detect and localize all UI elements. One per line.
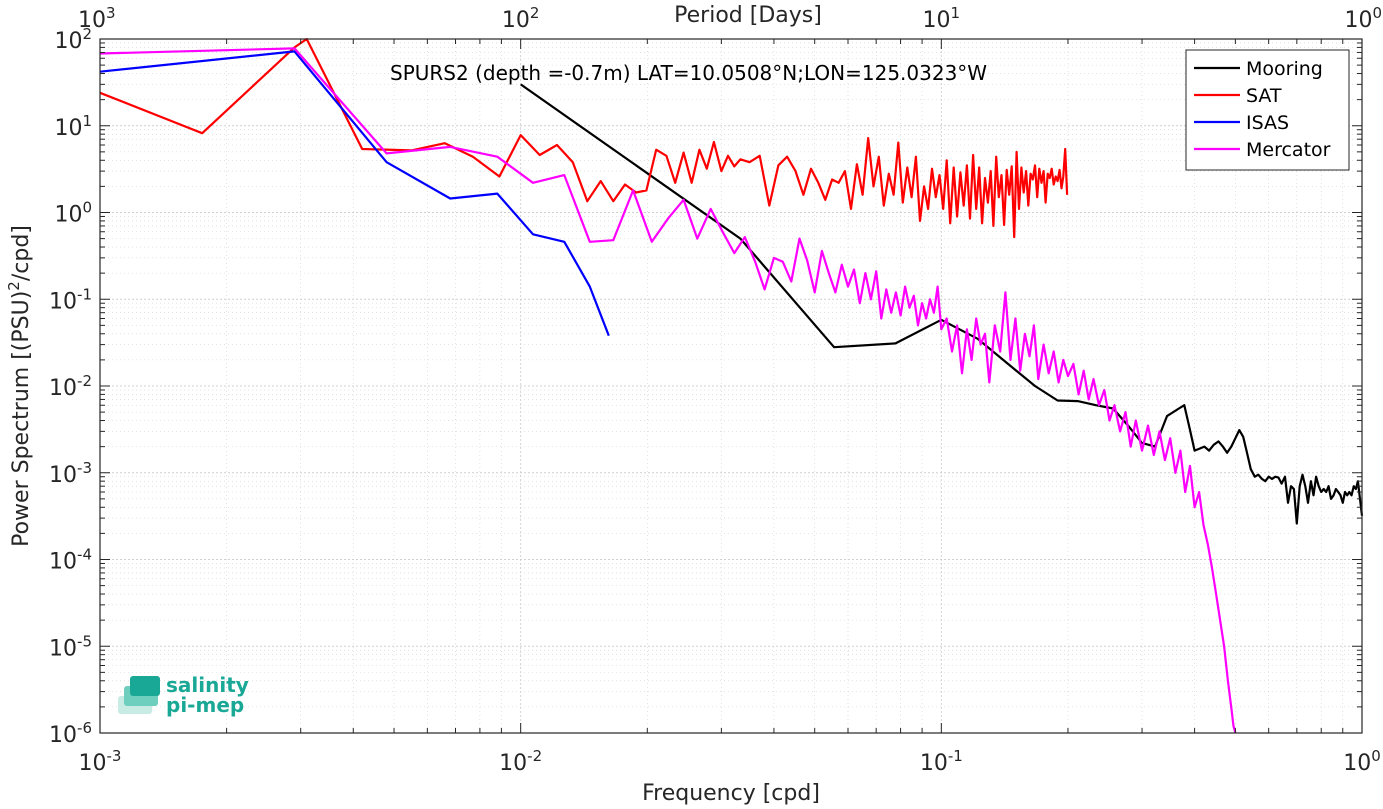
legend: Mooring SAT ISAS Mercator [1185,49,1350,171]
y-tick-label: 102 [54,25,92,54]
series-layer [99,37,1364,734]
y-axis-label-main: Power Spectrum [(PSU) [9,291,34,547]
logo-wave-front [130,676,160,696]
y-tick-label: 100 [54,199,92,228]
legend-label-sat: SAT [1246,85,1282,107]
y-axis-label: Power Spectrum [(PSU)2/cpd] [5,225,34,547]
y-axis-label-tail: /cpd] [9,225,34,281]
legend-label-isas: ISAS [1246,112,1289,134]
y-tick-label: 101 [54,112,92,141]
x2-tick-label: 103 [78,4,116,33]
legend-label-mooring: Mooring [1246,58,1323,80]
x2-tick-label: 102 [502,4,540,33]
series-line-isas [99,50,610,337]
x2-axis-label: Period [Days] [674,3,822,28]
x-tick-label: 10-3 [79,747,122,776]
chart-annotation: SPURS2 (depth =-0.7m) LAT=10.0508°N;LON=… [390,61,987,85]
y-tick-label: 10-2 [49,372,92,401]
y-tick-label: 10-1 [49,285,92,314]
x-tick-label: 10-2 [499,747,542,776]
x-tick-label: 10-1 [920,747,963,776]
y-tick-label: 10-5 [49,632,92,661]
series-line-sat [99,37,1069,239]
series-line-mercator [99,47,1237,734]
x2-tick-label: 100 [1344,4,1382,33]
y-tick-label: 10-6 [49,719,92,748]
x-tick-label: 100 [1343,747,1381,776]
ticks [99,38,1363,734]
legend-label-mercator: Mercator [1246,139,1331,161]
x2-tick-label: 101 [923,4,961,33]
logo-line2: pi-mep [166,693,244,717]
y-tick-label: 10-4 [49,546,92,575]
logo-line1: salinity [166,673,249,697]
y-axis-label-sup: 2 [5,281,23,291]
salinity-pi-mep-logo: salinity pi-mep [118,673,249,717]
y-tick-label: 10-3 [49,459,92,488]
x-axis-label: Frequency [cpd] [642,781,820,806]
